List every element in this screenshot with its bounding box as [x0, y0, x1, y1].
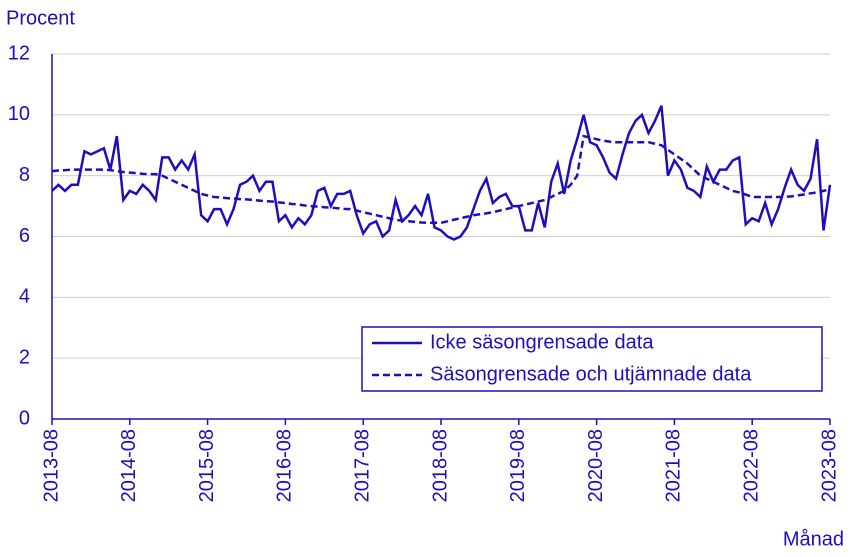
x-tick-label: 2016-08 [274, 429, 296, 502]
x-tick-label: 2019-08 [507, 429, 529, 502]
x-axis-label: Månad [783, 528, 844, 550]
legend-label: Icke säsongrensade data [430, 331, 654, 353]
y-axis-label: Procent [6, 7, 75, 29]
x-tick-label: 2018-08 [429, 429, 451, 502]
legend: Icke säsongrensade data Säsongrensade och… [361, 326, 823, 392]
y-tick-label: 8 [19, 164, 30, 186]
y-tick-label: 4 [19, 286, 30, 308]
x-tick-label: 2020-08 [585, 429, 607, 502]
x-tick-label: 2014-08 [118, 429, 140, 502]
x-tick-label: 2013-08 [40, 429, 62, 502]
series-line [51, 134, 831, 225]
series-line [51, 105, 832, 241]
y-tick-label: 10 [8, 103, 30, 125]
y-tick-label: 2 [19, 346, 30, 368]
x-tick-label: 2021-08 [663, 429, 685, 502]
y-tick-label: 12 [8, 42, 30, 64]
y-tick-label: 0 [19, 407, 30, 429]
legend-label: Säsongrensade och utjämnade data [430, 363, 752, 385]
x-tick-label: 2023-08 [818, 429, 840, 502]
legend-box [361, 326, 823, 392]
x-tick-label: 2015-08 [196, 429, 218, 502]
x-tick-label: 2022-08 [740, 429, 762, 502]
y-tick-label: 6 [19, 225, 30, 247]
x-tick-label: 2017-08 [351, 429, 373, 502]
